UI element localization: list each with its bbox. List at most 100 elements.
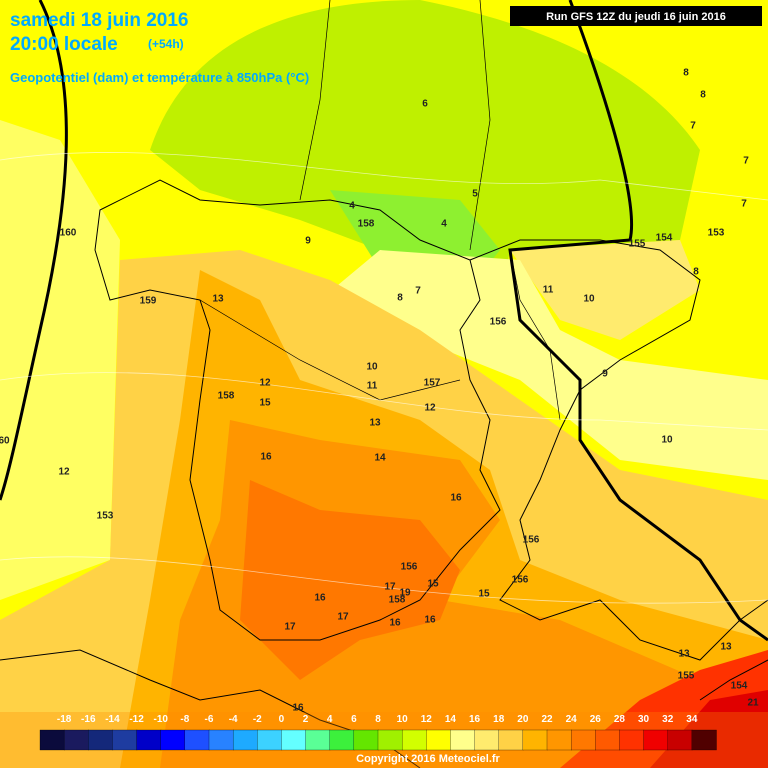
- colorbar-tick-label: 26: [590, 714, 602, 725]
- contour-label: 154: [656, 233, 673, 244]
- copyright: Copyright 2016 Meteociel.fr: [356, 753, 500, 765]
- contour-label: 9: [305, 236, 311, 247]
- contour-label: 14: [374, 453, 386, 464]
- contour-label: 12: [424, 403, 436, 414]
- run-info: Run GFS 12Z du jeudi 16 juin 2016: [546, 11, 726, 23]
- contour-label: 10: [661, 435, 673, 446]
- contour-label: 156: [490, 317, 507, 328]
- colorbar-cell: [570, 729, 596, 751]
- colorbar-tick-label: 28: [614, 714, 626, 725]
- colorbar-cell: [232, 729, 258, 751]
- subtitle: Geopotentiel (dam) et température à 850h…: [10, 70, 309, 85]
- colorbar-cell: [474, 729, 500, 751]
- contour-label: 16: [260, 452, 272, 463]
- warm-zone: [510, 240, 700, 340]
- contour-label: 4: [349, 201, 355, 212]
- colorbar-cell: [595, 729, 621, 751]
- contour-label: 8: [693, 267, 699, 278]
- isohypse-lines: [0, 0, 768, 642]
- colorbar-cell: [353, 729, 379, 751]
- colorbar-cell: [643, 729, 669, 751]
- colorbar-cell: [426, 729, 452, 751]
- contour-label: 9: [602, 369, 608, 380]
- contour-label: 7: [743, 156, 749, 167]
- colorbar-cell: [329, 729, 355, 751]
- contour-label: 6: [422, 99, 428, 110]
- contour-label: 7: [690, 121, 696, 132]
- contour-label: 16: [292, 703, 304, 714]
- colorbar-tick-label: -12: [129, 714, 144, 725]
- contour-label: 156: [512, 575, 529, 586]
- contour-label: 16: [450, 493, 462, 504]
- contour-label: 10: [366, 362, 378, 373]
- colorbar-tick-label: 34: [686, 714, 698, 725]
- contour-label: 5: [472, 189, 478, 200]
- contour-label: 158: [358, 219, 375, 230]
- colorbar-tick-label: 10: [397, 714, 409, 725]
- colorbar-cell: [691, 729, 717, 751]
- colorbar-cell: [88, 729, 114, 751]
- contour-label: 153: [97, 511, 114, 522]
- colorbar-cell: [305, 729, 331, 751]
- colorbar-tick-label: -4: [229, 714, 238, 725]
- contour-label: 10: [583, 294, 595, 305]
- colorbar-tick-label: 20: [517, 714, 529, 725]
- colorbar-cell: [208, 729, 234, 751]
- contour-label: 17: [284, 622, 296, 633]
- colorbar-cell: [257, 729, 283, 751]
- contour-label: 157: [424, 378, 441, 389]
- contour-label: 60: [0, 436, 10, 447]
- colorbar-tick-label: 22: [541, 714, 553, 725]
- cool-zone: [150, 0, 700, 300]
- contour-label: 155: [629, 239, 646, 250]
- contour-label: 4: [441, 219, 447, 230]
- colorbar-cell: [160, 729, 186, 751]
- contour-label: 16: [314, 593, 326, 604]
- warm-zone: [0, 120, 120, 600]
- colorbar-tick-label: 4: [327, 714, 333, 725]
- colorbar-tick-label: 8: [375, 714, 381, 725]
- contour-label: 156: [401, 562, 418, 573]
- contour-label: 12: [259, 378, 271, 389]
- date: samedi 18 juin 2016: [10, 10, 189, 31]
- contour-label: 156: [523, 535, 540, 546]
- run-box: [510, 6, 762, 26]
- colorbar-cell: [498, 729, 524, 751]
- contour-label: 158: [218, 391, 235, 402]
- colorbar-tick-label: 14: [445, 714, 457, 725]
- colorbar-cell: [450, 729, 476, 751]
- contour-label: 16: [424, 615, 436, 626]
- lead-time: (+54h): [148, 37, 184, 51]
- contour-label: 7: [741, 199, 747, 210]
- colorbar-tick-label: 32: [662, 714, 674, 725]
- colorbar-tick-label: 24: [566, 714, 578, 725]
- colorbar-cell: [667, 729, 693, 751]
- contour-label: 8: [397, 293, 403, 304]
- contour-label: 8: [700, 90, 706, 101]
- colorbar-cell: [522, 729, 548, 751]
- contour-label: 16: [389, 618, 401, 629]
- contour-label: 159: [140, 296, 157, 307]
- colorbar-tick-label: 30: [638, 714, 650, 725]
- contour-label: 158: [389, 595, 406, 606]
- hot-core: [240, 480, 460, 680]
- contour-label: 15: [478, 589, 490, 600]
- contour-label: 11: [367, 381, 378, 392]
- contour-label: 12: [58, 467, 70, 478]
- contour-label: 13: [369, 418, 381, 429]
- colorbar: -18 -16 -14 -12 -10 -8 -6 -4 -2 0 2 4 6 8 10 12 14 16 18 20…: [39, 714, 717, 751]
- contour-label: 160: [60, 228, 77, 239]
- contour-label: 15: [259, 398, 271, 409]
- colorbar-cell: [281, 729, 307, 751]
- contour-label: 153: [708, 228, 725, 239]
- colorbar-tick-label: 0: [279, 714, 285, 725]
- colorbar-cell: [39, 729, 65, 751]
- colorbar-tick-label: 2: [303, 714, 309, 725]
- contour-label: 154: [731, 681, 748, 692]
- colorbar-tick-label: 16: [469, 714, 481, 725]
- contour-label: 21: [747, 698, 759, 709]
- contour-label: 13: [212, 294, 224, 305]
- warm-zone: [320, 250, 768, 480]
